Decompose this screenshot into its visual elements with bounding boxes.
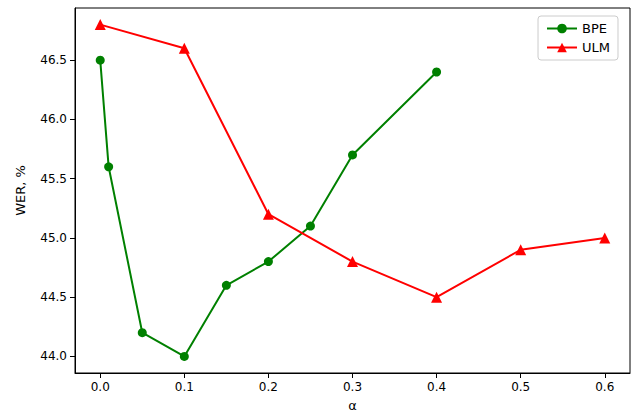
svg-text:44.5: 44.5 bbox=[40, 290, 67, 304]
svg-text:44.0: 44.0 bbox=[40, 349, 67, 363]
svg-text:0.6: 0.6 bbox=[595, 380, 614, 394]
svg-text:0.1: 0.1 bbox=[175, 380, 194, 394]
svg-text:46.0: 46.0 bbox=[40, 112, 67, 126]
svg-text:46.5: 46.5 bbox=[40, 53, 67, 67]
svg-text:0.4: 0.4 bbox=[427, 380, 446, 394]
svg-text:0.3: 0.3 bbox=[343, 380, 362, 394]
svg-text:BPE: BPE bbox=[582, 21, 607, 36]
svg-text:0.2: 0.2 bbox=[259, 380, 278, 394]
svg-text:ULM: ULM bbox=[582, 40, 610, 55]
svg-text:α: α bbox=[348, 398, 357, 413]
svg-text:45.0: 45.0 bbox=[40, 231, 67, 245]
svg-text:45.5: 45.5 bbox=[40, 172, 67, 186]
svg-text:0.0: 0.0 bbox=[91, 380, 110, 394]
svg-text:WER, %: WER, % bbox=[13, 165, 28, 216]
svg-text:0.5: 0.5 bbox=[511, 380, 530, 394]
